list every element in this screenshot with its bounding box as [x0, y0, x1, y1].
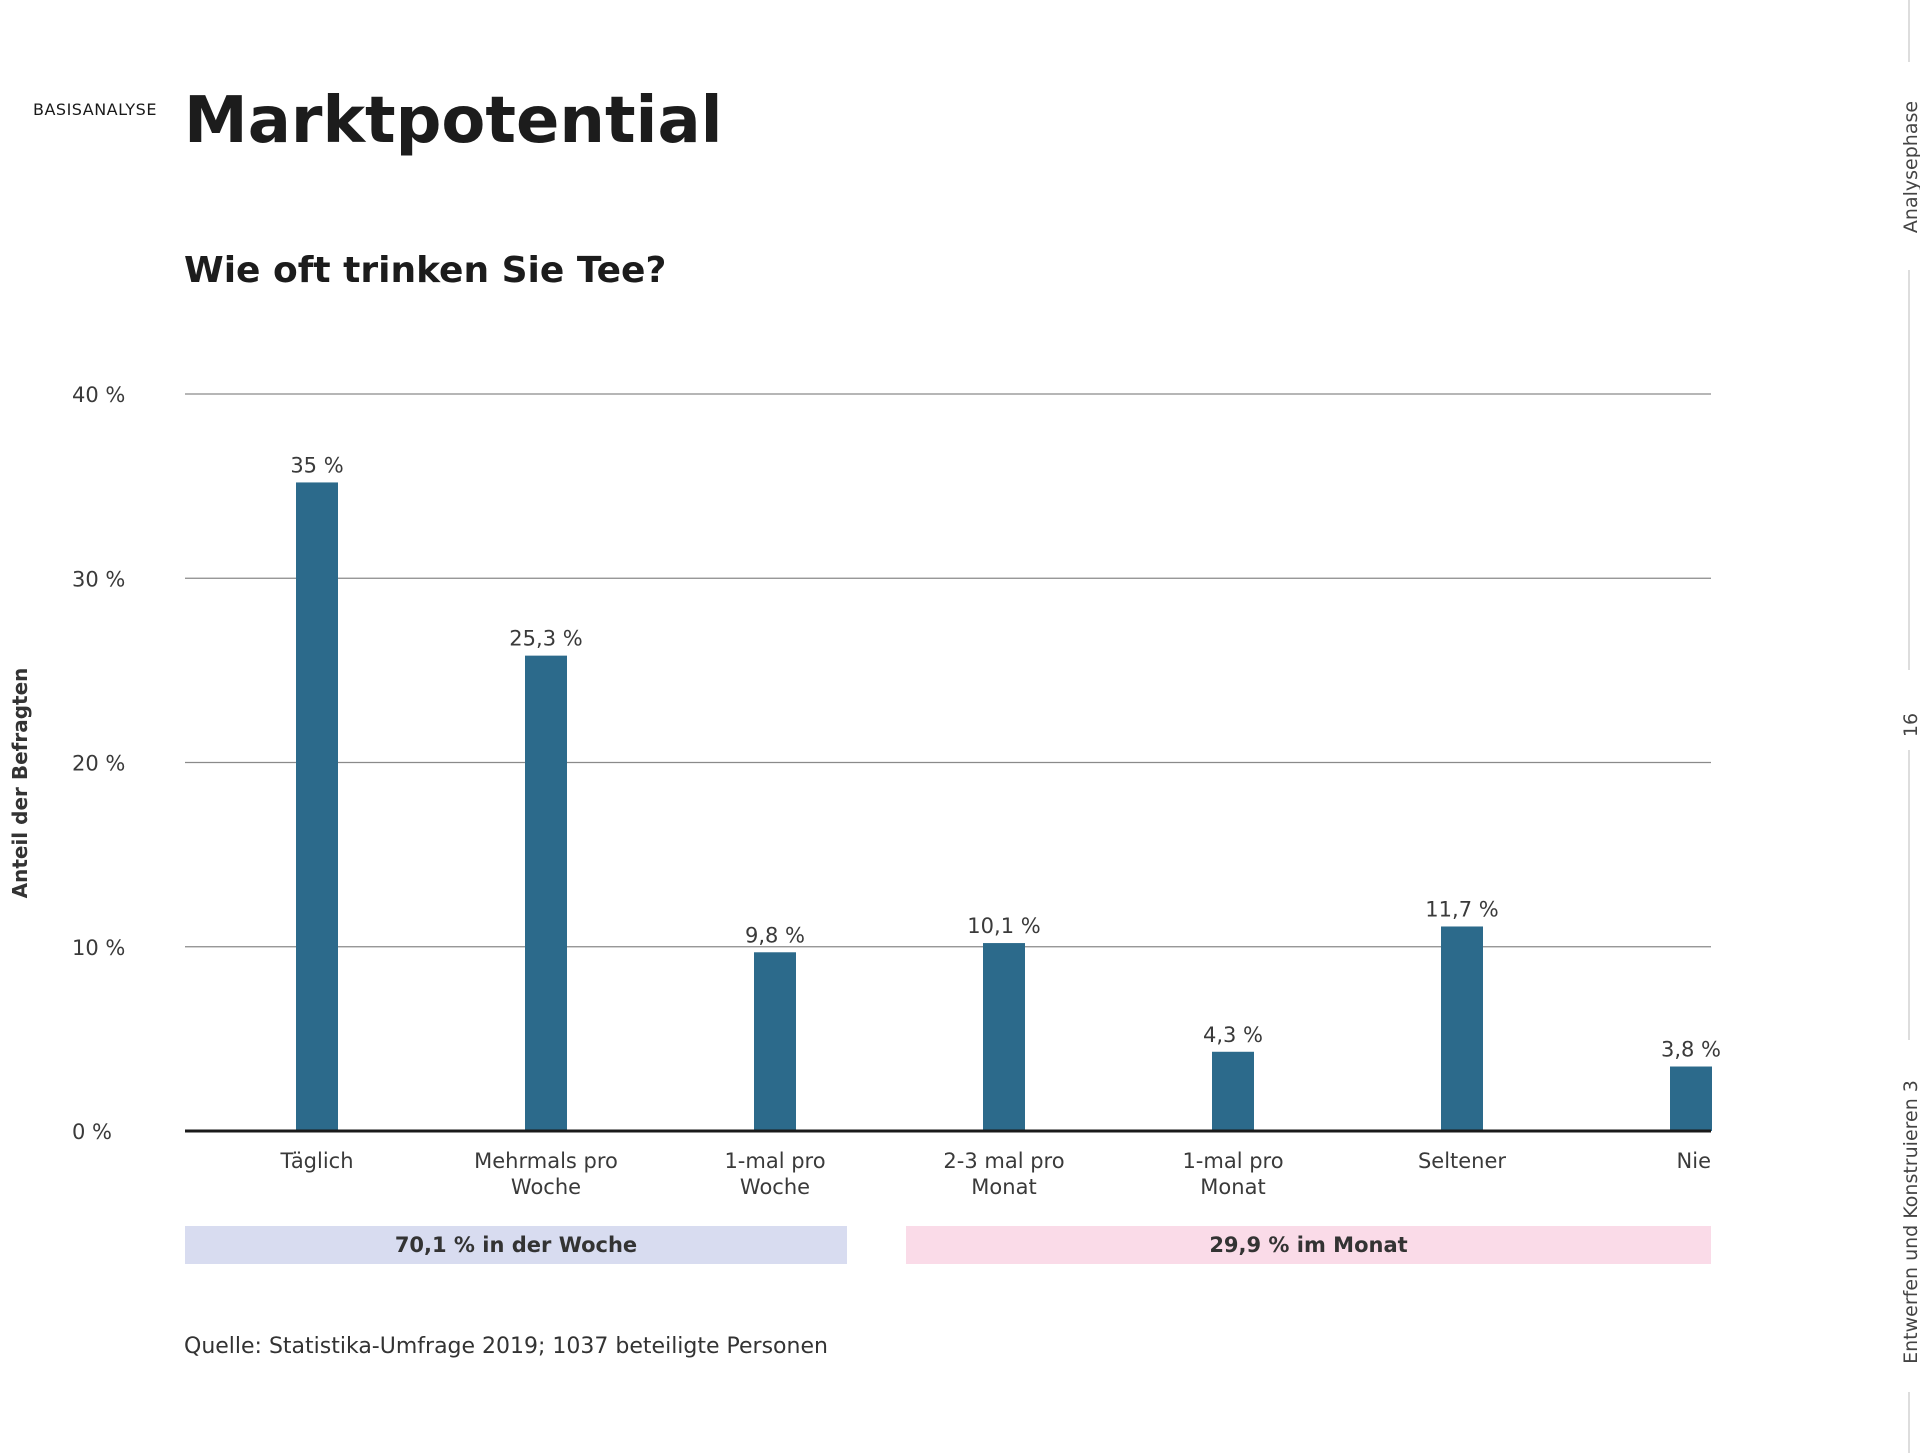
- side-rail-mid: [1908, 270, 1910, 670]
- data-label: 11,7 %: [1425, 897, 1498, 921]
- side-rail-bottom: [1908, 1392, 1910, 1453]
- y-tick-label: 20 %: [72, 752, 125, 776]
- source-note: Quelle: Statistika-Umfrage 2019; 1037 be…: [184, 1334, 828, 1359]
- data-label: 10,1 %: [967, 914, 1040, 938]
- bars: [296, 482, 1712, 1131]
- x-tick-label: 2-3 mal pro: [943, 1149, 1064, 1173]
- bar: [296, 482, 338, 1131]
- y-tick-label: 40 %: [72, 383, 125, 407]
- data-label: 25,3 %: [509, 627, 582, 651]
- bar: [1212, 1051, 1254, 1131]
- side-course-label: Entwerfen und Konstruieren 3: [1900, 1080, 1920, 1364]
- x-tick-label: Woche: [511, 1175, 581, 1199]
- page-number: 16: [1900, 712, 1920, 738]
- side-phase-label: Analysephase: [1900, 100, 1920, 234]
- y-tick-label: 30 %: [72, 567, 125, 591]
- x-tick-label: Seltener: [1418, 1149, 1506, 1173]
- x-tick-label: Woche: [740, 1175, 810, 1199]
- gridlines: [185, 393, 1711, 948]
- page-title: Marktpotential: [184, 84, 723, 158]
- bar: [983, 943, 1025, 1131]
- data-label: 3,8 %: [1661, 1038, 1721, 1062]
- data-label: 4,3 %: [1203, 1023, 1263, 1047]
- bar: [1441, 926, 1483, 1131]
- x-tick-label: 1-mal pro: [1182, 1149, 1283, 1173]
- x-tick-label: Monat: [1200, 1175, 1265, 1199]
- bar: [525, 655, 567, 1131]
- y-tick-label: 10 %: [72, 936, 125, 960]
- data-label: 9,8 %: [745, 923, 805, 947]
- chart-title: Wie oft trinken Sie Tee?: [184, 250, 667, 291]
- y-tick-label: 0 %: [72, 1120, 112, 1144]
- section-label: BASISANALYSE: [33, 100, 157, 119]
- y-ticks: 0 % 10 % 20 % 30 % 40 %: [72, 383, 125, 1144]
- x-tick-label: Mehrmals pro: [474, 1149, 618, 1173]
- bar: [754, 952, 796, 1131]
- data-labels: 35 % 25,3 % 9,8 % 10,1 % 4,3 % 11,7 % 3,8 %: [290, 453, 1721, 1061]
- group-band-week: 70,1 % in der Woche: [185, 1226, 847, 1264]
- data-label: 35 %: [290, 453, 343, 477]
- x-tick-label: Täglich: [279, 1149, 353, 1173]
- side-rail-top: [1908, 0, 1910, 62]
- group-band-month: 29,9 % im Monat: [906, 1226, 1711, 1264]
- bar: [1670, 1066, 1712, 1131]
- x-tick-label: Nie: [1677, 1149, 1711, 1173]
- x-tick-label: Monat: [971, 1175, 1036, 1199]
- x-tick-label: 1-mal pro: [724, 1149, 825, 1173]
- side-rail-lower: [1908, 750, 1910, 1040]
